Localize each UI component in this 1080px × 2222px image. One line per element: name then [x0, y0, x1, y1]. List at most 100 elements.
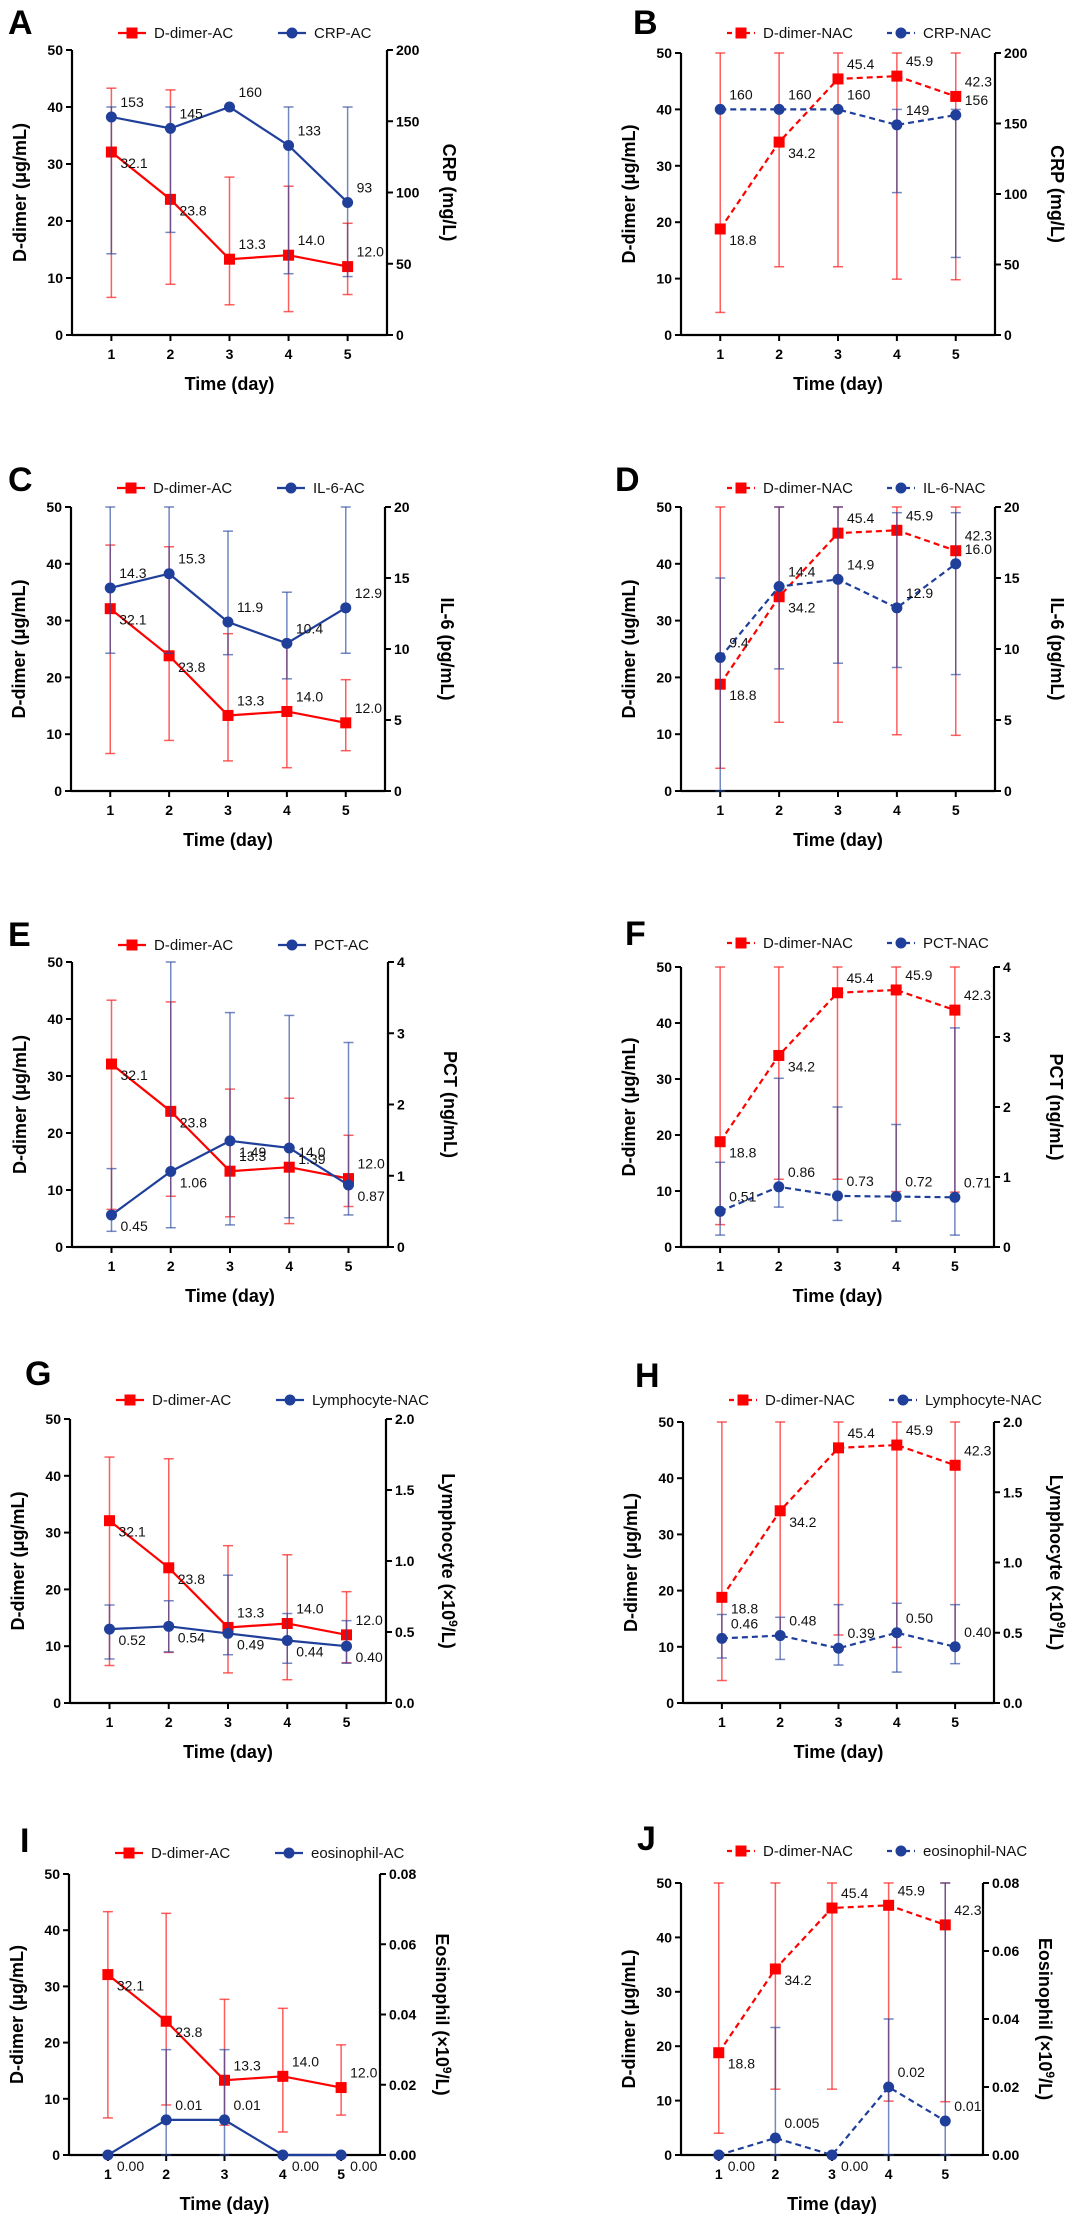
- panel-e: E 0 10 20 30 40 50 0 1 2 3 4 1 2 3 4 5 Time (day) D-dimer …: [8, 916, 460, 1306]
- data-point: [769, 2132, 781, 2144]
- legend-label: D-dimer-AC: [151, 1845, 230, 1862]
- y-tick-label-right: 1.0: [1003, 1555, 1023, 1571]
- x-tick-label: 3: [835, 1714, 843, 1730]
- x-tick-label: 4: [279, 2166, 287, 2182]
- legend-item: CRP-AC: [278, 25, 372, 42]
- data-label: 42.3: [965, 73, 992, 89]
- data-label: 0.01: [175, 2097, 202, 2113]
- y-tick-label-right: 0.08: [389, 1866, 416, 1882]
- data-point: [163, 1562, 175, 1574]
- data-point: [832, 987, 843, 999]
- y-tick-label-left: 10: [46, 726, 62, 742]
- data-label: 13.3: [239, 236, 266, 252]
- legend-circle-marker-icon: [285, 482, 297, 494]
- x-tick-label: 2: [775, 802, 783, 818]
- y-tick-label-right: 20: [1004, 499, 1020, 515]
- y-axis-title-left: D-dimer (μg/mL): [619, 1037, 639, 1176]
- data-point: [950, 109, 962, 121]
- y-tick-label-left: 40: [658, 1470, 674, 1486]
- data-label: 0.45: [121, 1218, 148, 1234]
- y-axis-title-left: D-dimer (μg/mL): [9, 579, 29, 718]
- series-d-dimer-nac: 18.8 34.2 45.4 45.9 42.3: [714, 52, 992, 314]
- y-tick-label-right: 2.0: [395, 1411, 415, 1427]
- y-axis-title-right: CRP (mg/L): [1047, 145, 1067, 243]
- legend-label: CRP-AC: [314, 25, 372, 42]
- panel-letter: D: [615, 461, 640, 499]
- y-tick-label-left: 30: [658, 1526, 674, 1542]
- data-label: 12.0: [355, 700, 382, 716]
- y-tick-label-right: 1.5: [1003, 1484, 1023, 1500]
- x-tick-label: 2: [167, 1258, 175, 1274]
- data-point: [222, 616, 234, 628]
- y-tick-label-left: 20: [656, 214, 672, 230]
- x-tick-label: 1: [104, 2166, 112, 2182]
- data-label: 45.9: [906, 53, 933, 69]
- data-point: [340, 602, 352, 614]
- data-point: [283, 139, 295, 151]
- data-label: 13.3: [239, 1148, 266, 1164]
- data-point: [939, 2115, 951, 2127]
- y-tick-label-left: 20: [656, 2038, 672, 2054]
- data-label: 14.3: [119, 565, 146, 581]
- legend-label: D-dimer-NAC: [765, 1392, 855, 1409]
- y-tick-label-right: 20: [394, 499, 410, 515]
- y-tick-label-left: 40: [656, 101, 672, 117]
- data-label: 32.1: [119, 612, 146, 628]
- data-point: [165, 1165, 177, 1177]
- y-tick-label-right: 15: [394, 570, 410, 586]
- data-label: 23.8: [178, 659, 205, 675]
- data-label: 0.71: [964, 1174, 991, 1190]
- data-point: [335, 2082, 347, 2094]
- data-point: [222, 709, 234, 721]
- data-label: 34.2: [788, 145, 815, 161]
- y-tick-label-left: 0: [664, 783, 672, 799]
- data-label: 32.1: [117, 1978, 144, 1994]
- y-tick-label-right: 200: [396, 42, 420, 58]
- y-tick-label-right: 0.08: [992, 1875, 1019, 1891]
- y-tick-label-left: 40: [47, 1011, 63, 1027]
- legend-circle-marker-icon: [897, 1394, 909, 1406]
- series-il-6-nac: 9.4 14.4 14.9 12.9 16.0: [714, 506, 992, 792]
- data-point: [891, 602, 903, 614]
- data-point: [277, 2070, 289, 2082]
- data-label: 0.54: [178, 1629, 205, 1645]
- legend-label: IL-6-NAC: [923, 480, 986, 497]
- series-crp-nac: 160 160 160 149 156: [714, 86, 988, 259]
- data-point: [891, 70, 903, 82]
- data-label: 145: [179, 105, 203, 121]
- data-label: 12.9: [906, 585, 933, 601]
- data-point: [714, 1205, 726, 1217]
- y-tick-label-right: 100: [396, 185, 420, 201]
- legend-square-marker-icon: [735, 937, 747, 949]
- data-point: [106, 1058, 117, 1070]
- y-tick-label-left: 30: [656, 158, 672, 174]
- y-tick-label-right: 1.0: [395, 1553, 415, 1569]
- y-axis-title-left: D-dimer (μg/mL): [10, 123, 30, 262]
- legend-square-marker-icon: [124, 1394, 136, 1406]
- y-tick-label-right: 0: [1004, 327, 1012, 343]
- data-point: [833, 1442, 844, 1454]
- data-point: [826, 1902, 838, 1914]
- panel-letter: I: [20, 1822, 29, 1860]
- data-point: [281, 637, 293, 649]
- y-tick-label-right: 1: [397, 1168, 405, 1184]
- series-d-dimer-nac: 18.8 34.2 45.4 45.9 42.3: [713, 1882, 982, 2134]
- legend-item: D-dimer-NAC: [727, 1843, 853, 1860]
- y-tick-label-left: 50: [656, 499, 672, 515]
- data-label: 0.00: [350, 2158, 377, 2174]
- y-axis-title-left: D-dimer (μg/mL): [619, 1949, 639, 2088]
- data-point: [949, 1004, 961, 1016]
- y-tick-label-left: 50: [44, 1866, 60, 1882]
- data-label: 18.8: [731, 1600, 758, 1616]
- legend-item: eosinophil-AC: [275, 1845, 405, 1862]
- y-tick-label-left: 50: [47, 954, 63, 970]
- data-label: 0.51: [729, 1188, 756, 1204]
- y-tick-label-left: 50: [656, 45, 672, 61]
- legend-item: D-dimer-NAC: [727, 480, 853, 497]
- data-label: 32.1: [120, 155, 147, 171]
- data-label: 160: [788, 86, 812, 102]
- y-tick-label-left: 20: [656, 1127, 672, 1143]
- x-axis-title: Time (day): [793, 374, 883, 394]
- y-tick-label-right: 1.5: [395, 1482, 415, 1498]
- data-label: 13.3: [234, 2057, 261, 2073]
